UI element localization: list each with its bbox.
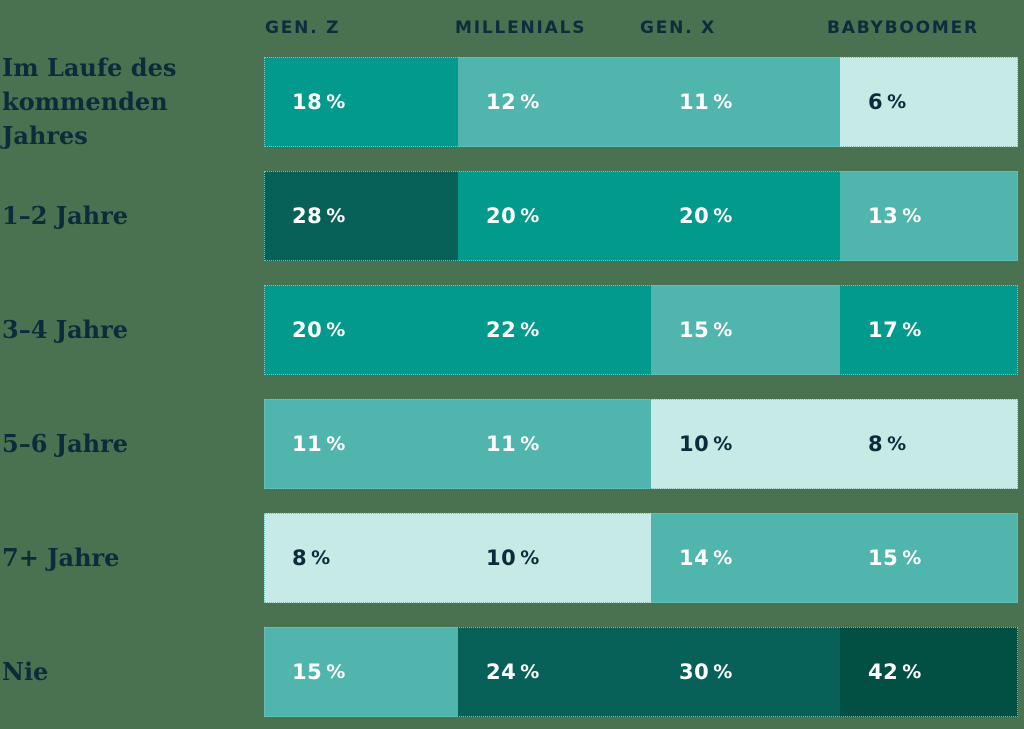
cell-value: 18 [292, 90, 323, 114]
column-header-4: BABYBOOMER [827, 18, 979, 38]
percent-sign: % [887, 433, 907, 455]
heatmap-cell: 12% [458, 57, 651, 147]
heatmap-cell: 10% [651, 399, 840, 489]
heatmap-row-3: 20% 22% 15% 17% [264, 285, 1018, 375]
row-label-4: 5–6 Jahre [2, 429, 129, 458]
cell-value: 20 [679, 204, 710, 228]
cell-value: 11 [486, 432, 517, 456]
percent-sign: % [326, 433, 346, 455]
cell-value: 22 [486, 318, 517, 342]
heatmap-row-6: 15% 24% 30% 42% [264, 627, 1018, 717]
percent-sign: % [902, 205, 922, 227]
percent-sign: % [520, 205, 540, 227]
heatmap-cell: 15% [264, 627, 458, 717]
heatmap-cell: 8% [264, 513, 458, 603]
cell-value: 10 [679, 432, 710, 456]
cell-value: 20 [486, 204, 517, 228]
cell-value: 15 [868, 546, 899, 570]
percent-sign: % [902, 661, 922, 683]
percent-sign: % [713, 547, 733, 569]
cell-value: 8 [868, 432, 884, 456]
percent-sign: % [520, 319, 540, 341]
percent-sign: % [520, 433, 540, 455]
cell-value: 24 [486, 660, 517, 684]
heatmap-cell: 15% [840, 513, 1018, 603]
heatmap-cell: 20% [264, 285, 458, 375]
heatmap-cell: 11% [458, 399, 651, 489]
heatmap-cell: 13% [840, 171, 1018, 261]
cell-value: 28 [292, 204, 323, 228]
heatmap-cell: 42% [840, 627, 1018, 717]
cell-value: 8 [292, 546, 308, 570]
percent-sign: % [326, 91, 346, 113]
cell-value: 15 [679, 318, 710, 342]
percent-sign: % [520, 91, 540, 113]
heatmap-row-1: 18% 12% 11% 6% [264, 57, 1018, 147]
cell-value: 30 [679, 660, 710, 684]
heatmap-cell: 28% [264, 171, 458, 261]
row-label-1: Im Laufe des kommenden Jahres [2, 53, 177, 150]
cell-value: 42 [868, 660, 899, 684]
percent-sign: % [713, 433, 733, 455]
heatmap-cell: 17% [840, 285, 1018, 375]
heatmap-row-5: 8% 10% 14% 15% [264, 513, 1018, 603]
row-label-2: 1–2 Jahre [2, 201, 129, 230]
percent-sign: % [520, 547, 540, 569]
heatmap-row-2: 28% 20% 20% 13% [264, 171, 1018, 261]
row-label-6: Nie [2, 657, 49, 686]
row-label-3: 3–4 Jahre [2, 315, 129, 344]
column-header-3: GEN. X [640, 18, 717, 38]
cell-value: 10 [486, 546, 517, 570]
percent-sign: % [713, 91, 733, 113]
heatmap-cell: 14% [651, 513, 840, 603]
heatmap-cell: 22% [458, 285, 651, 375]
cell-value: 17 [868, 318, 899, 342]
cell-value: 13 [868, 204, 899, 228]
percent-sign: % [902, 547, 922, 569]
percent-sign: % [311, 547, 331, 569]
row-label-5: 7+ Jahre [2, 543, 120, 572]
percent-sign: % [713, 319, 733, 341]
heatmap-row-4: 11% 11% 10% 8% [264, 399, 1018, 489]
cell-value: 11 [679, 90, 710, 114]
cell-value: 6 [868, 90, 884, 114]
percent-sign: % [520, 661, 540, 683]
heatmap-cell: 11% [264, 399, 458, 489]
heatmap-cell: 18% [264, 57, 458, 147]
percent-sign: % [326, 205, 346, 227]
cell-value: 20 [292, 318, 323, 342]
column-header-2: MILLENIALS [455, 18, 587, 38]
percent-sign: % [887, 91, 907, 113]
column-header-1: GEN. Z [265, 18, 341, 38]
percent-sign: % [902, 319, 922, 341]
heatmap-cell: 11% [651, 57, 840, 147]
heatmap-cell: 8% [840, 399, 1018, 489]
percent-sign: % [326, 319, 346, 341]
cell-value: 14 [679, 546, 710, 570]
heatmap-cell: 10% [458, 513, 651, 603]
heatmap-cell: 30% [651, 627, 840, 717]
percent-sign: % [713, 205, 733, 227]
cell-value: 11 [292, 432, 323, 456]
heatmap-cell: 15% [651, 285, 840, 375]
heatmap-cell: 6% [840, 57, 1018, 147]
cell-value: 12 [486, 90, 517, 114]
percent-sign: % [326, 661, 346, 683]
percent-sign: % [713, 661, 733, 683]
heatmap-cell: 20% [651, 171, 840, 261]
cell-value: 15 [292, 660, 323, 684]
heatmap-cell: 20% [458, 171, 651, 261]
heatmap-cell: 24% [458, 627, 651, 717]
